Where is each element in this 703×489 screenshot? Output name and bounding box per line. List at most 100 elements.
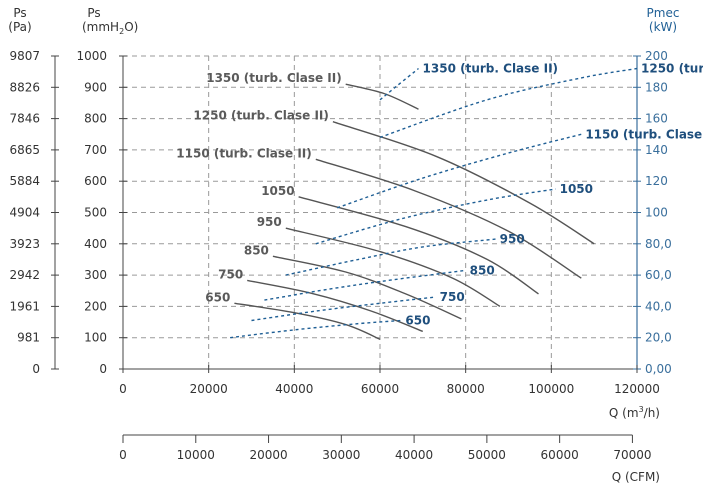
pa-tick-label: 5884 [9, 174, 40, 188]
pa-tick-label: 7846 [9, 112, 40, 126]
curves [230, 67, 638, 340]
pmec-unit: (kW) [649, 20, 677, 34]
power-curve-label-850: 850 [470, 263, 495, 277]
mmh2o-tick-label: 800 [84, 112, 107, 126]
x-axis-m3h-label-sup: 3 [639, 405, 644, 414]
power-curve-650 [230, 319, 402, 339]
pmec-tick-label: 100 [645, 206, 668, 220]
mmh2o-tick-label: 400 [84, 237, 107, 251]
x-cfm-tick-label: 70000 [613, 448, 651, 462]
pa-tick-label: 2942 [9, 268, 40, 282]
pressure-curve-label-750: 750 [218, 267, 243, 281]
pa-tick-label: 0 [32, 362, 40, 376]
power-curve-1050 [315, 188, 556, 245]
pressure-curve-label-1350: 1350 (turb. Clase II) [206, 71, 341, 85]
x-axis-m3h-label-main: Q (m [609, 406, 639, 420]
mmh2o-tick-label: 700 [84, 143, 107, 157]
x-cfm-tick-label: 20000 [249, 448, 287, 462]
pressure-curve-1350 [345, 83, 419, 110]
pressure-curve-850 [272, 255, 462, 320]
pressure-curve-950 [285, 227, 501, 307]
pmec-tick-label: 40,0 [645, 299, 672, 313]
pmec-tick-label: 200 [645, 49, 668, 63]
x-cfm-tick-label: 50000 [468, 448, 506, 462]
ps-mmh2o-unit-main: (mmH [82, 20, 119, 34]
mmh2o-tick-label: 300 [84, 268, 107, 282]
power-curve-850 [264, 269, 466, 301]
pa-tick-label: 9807 [9, 49, 40, 63]
ps-pa-unit: (Pa) [8, 20, 31, 34]
pressure-curve-label-1050: 1050 [261, 184, 294, 198]
axes [51, 55, 641, 443]
pressure-curve-label-650: 650 [205, 290, 230, 304]
x-m3h-tick-label: 120000 [614, 382, 660, 396]
pmec-tick-label: 160 [645, 112, 668, 126]
x-m3h-tick-label: 80000 [447, 382, 485, 396]
ps-pa-title: Ps [13, 6, 26, 20]
x-m3h-tick-label: 0 [119, 382, 127, 396]
mmh2o-tick-label: 100 [84, 331, 107, 345]
power-curve-label-750: 750 [440, 290, 465, 304]
x-m3h-tick-label: 40000 [275, 382, 313, 396]
mmh2o-tick-label: 200 [84, 299, 107, 313]
pmec-tick-label: 140 [645, 143, 668, 157]
x-axis-m3h-label: Q (m3/h) [609, 405, 660, 420]
x-axis-cfm-label: Q (CFM) [612, 470, 660, 484]
pa-tick-label: 1961 [9, 299, 40, 313]
power-curve-950 [285, 238, 496, 276]
mmh2o-tick-label: 500 [84, 206, 107, 220]
power-curve-label-950: 950 [500, 232, 525, 246]
mmh2o-tick-label: 600 [84, 174, 107, 188]
x-cfm-tick-label: 30000 [322, 448, 360, 462]
power-curve-label-650: 650 [405, 313, 430, 327]
power-curve-1250 [379, 67, 638, 139]
pa-tick-label: 4904 [9, 206, 40, 220]
x-cfm-tick-label: 0 [119, 448, 127, 462]
mmh2o-tick-label: 0 [99, 362, 107, 376]
ps-mmh2o-unit-end: O) [124, 20, 138, 34]
pa-tick-label: 8826 [9, 80, 40, 94]
pressure-curve-label-950: 950 [257, 215, 282, 229]
pressure-curve-1250 [332, 121, 595, 245]
pmec-tick-label: 60,0 [645, 268, 672, 282]
pa-tick-label: 981 [17, 331, 40, 345]
x-axis-m3h-label-end: /h) [644, 406, 660, 420]
pmec-title: Pmec [647, 6, 680, 20]
x-cfm-tick-label: 40000 [395, 448, 433, 462]
power-curve-label-1350: 1350 (turb. Clase II) [423, 62, 558, 76]
pmec-tick-label: 0,00 [645, 362, 672, 376]
grid [123, 55, 637, 369]
power-curve-label-1250: 1250 (turb. Clase II) [641, 62, 703, 76]
x-m3h-tick-label: 100000 [528, 382, 574, 396]
mmh2o-tick-label: 1000 [76, 49, 107, 63]
pressure-curve-1050 [298, 196, 539, 295]
x-m3h-tick-label: 60000 [361, 382, 399, 396]
pmec-tick-label: 80,0 [645, 237, 672, 251]
power-curve-1150 [336, 133, 582, 209]
pressure-curve-650 [234, 302, 381, 340]
x-m3h-tick-label: 20000 [190, 382, 228, 396]
power-curve-label-1150: 1150 (turb. Clase II) [585, 127, 703, 141]
pa-tick-label: 6865 [9, 143, 40, 157]
pressure-curve-1150 [315, 158, 582, 279]
pmec-tick-label: 20,0 [645, 331, 672, 345]
pmec-tick-label: 120 [645, 174, 668, 188]
pressure-curve-750 [247, 279, 424, 333]
power-curve-label-1050: 1050 [560, 182, 593, 196]
power-curve-1350 [379, 67, 419, 101]
power-curve-750 [251, 296, 436, 322]
pressure-curve-label-1250: 1250 (turb. Clase II) [193, 109, 328, 123]
pressure-curve-label-1150: 1150 (turb. Clase II) [176, 146, 311, 160]
pa-tick-label: 3923 [9, 237, 40, 251]
ps-mmh2o-unit-sub: 2 [119, 27, 124, 36]
pressure-curve-label-850: 850 [244, 243, 269, 257]
x-cfm-tick-label: 10000 [177, 448, 215, 462]
ps-mmh2o-unit: (mmH2O) [82, 20, 138, 36]
pmec-tick-label: 180 [645, 80, 668, 94]
mmh2o-tick-label: 900 [84, 80, 107, 94]
ps-mmh2o-title: Ps [87, 6, 100, 20]
x-cfm-tick-label: 60000 [541, 448, 579, 462]
